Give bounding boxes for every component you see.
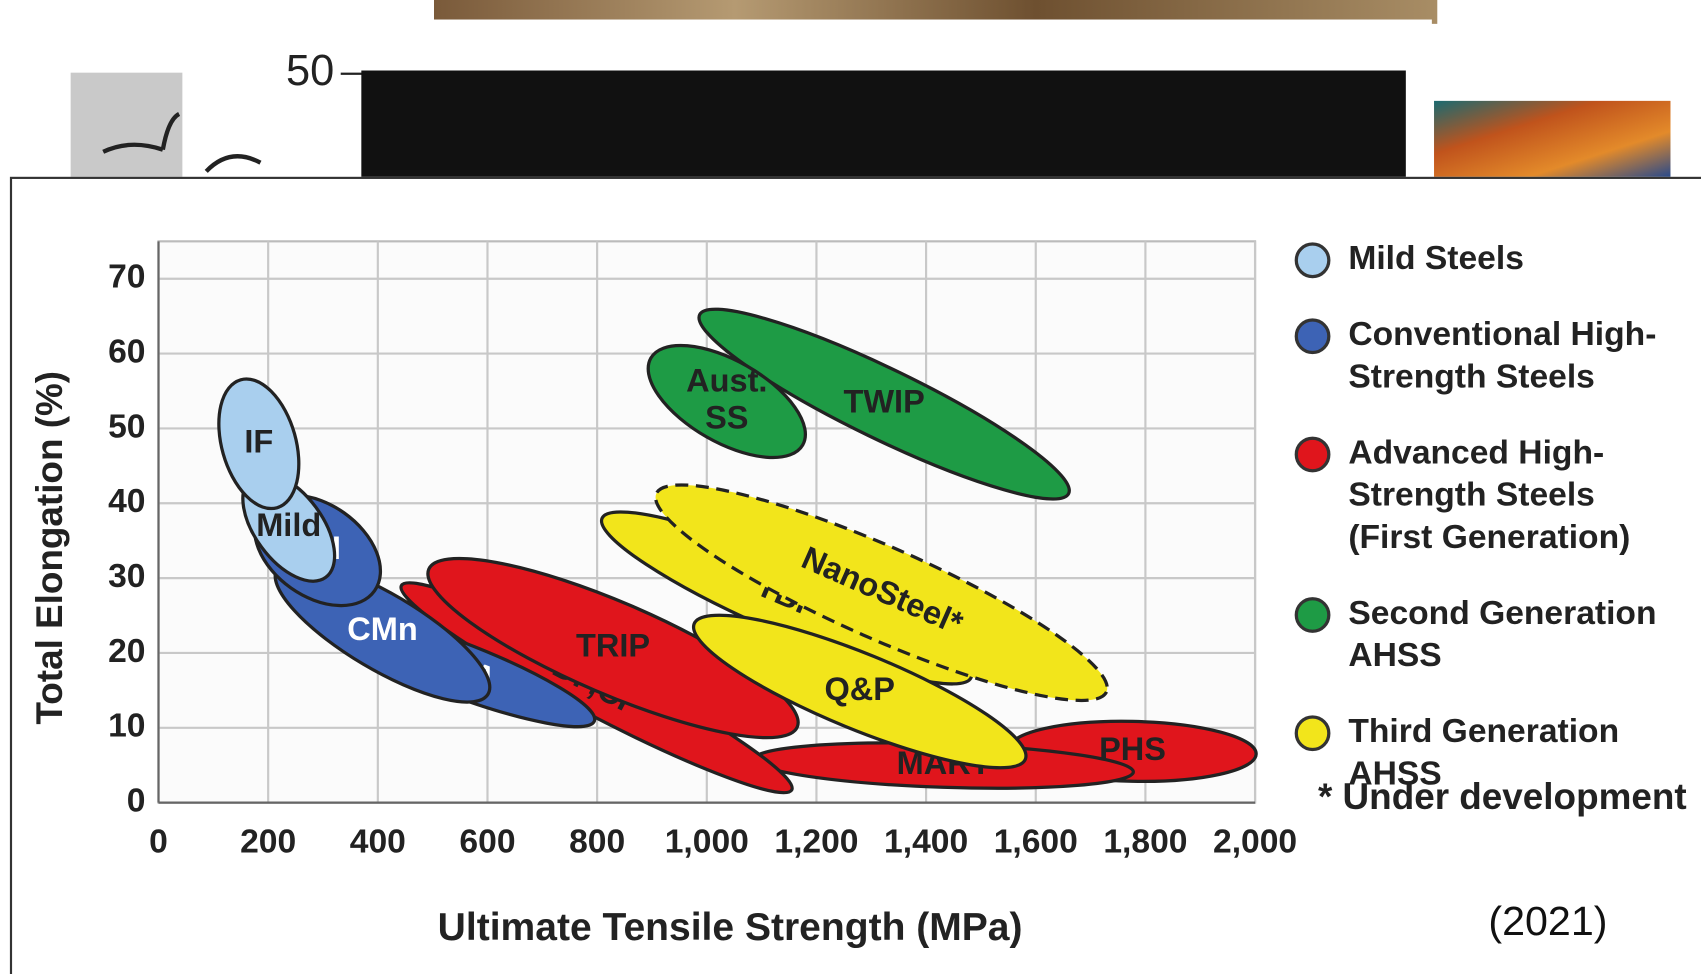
region-label: Mild: [256, 507, 321, 543]
x-tick-label: 600: [459, 824, 515, 861]
y-tick-label: 30: [108, 558, 145, 595]
gray-image: [71, 73, 183, 177]
region-label: SS: [705, 400, 748, 436]
fragment-plot: [361, 71, 1406, 177]
legend-marker: [1296, 438, 1329, 471]
y-tick-label: 10: [108, 708, 145, 745]
y-tick-label: 0: [127, 783, 146, 820]
region-label: IF: [244, 423, 273, 459]
page: {"background": {"tick_label": 50}, "char…: [0, 0, 1701, 974]
legend-label: Strength Steels: [1348, 477, 1595, 514]
fragment-tick-label: 50: [286, 47, 334, 95]
region-label: CMn: [347, 611, 417, 647]
color-image: [1434, 101, 1670, 177]
legend-label: AHSS: [1348, 755, 1441, 792]
x-tick-label: 200: [240, 824, 296, 861]
x-tick-label: 1,800: [1103, 824, 1187, 861]
region-label: Aust.: [686, 363, 767, 399]
y-tick-label: 50: [108, 408, 145, 445]
legend-label: AHSS: [1348, 637, 1441, 674]
x-tick-label: 1,000: [665, 824, 749, 861]
legend-label: Strength Steels: [1348, 358, 1595, 395]
year-note: (2021): [1488, 898, 1607, 944]
region-label: Q&P: [825, 671, 895, 707]
legend-marker: [1296, 717, 1329, 750]
y-axis-label: Total Elongation (%): [29, 371, 70, 725]
legend-label: (First Generation): [1348, 519, 1630, 556]
arc-fragment: [206, 156, 260, 171]
legend-label: Third Generation: [1348, 713, 1619, 750]
legend-marker: [1296, 320, 1329, 353]
legend-marker: [1296, 599, 1329, 632]
x-tick-label: 1,400: [884, 824, 968, 861]
legend-label: Mild Steels: [1348, 240, 1524, 277]
plot-area: 0 10 20 30 40 50 60 70 0 200 400 600 800 1,000 1,200 1,…: [108, 241, 1297, 860]
y-tick-label: 70: [108, 259, 145, 296]
legend-marker: [1296, 244, 1329, 277]
x-tick-label: 800: [569, 824, 625, 861]
x-axis-label: Ultimate Tensile Strength (MPa): [438, 906, 1023, 949]
x-tick-label: 1,600: [994, 824, 1078, 861]
legend-label: Advanced High-: [1348, 434, 1604, 471]
x-tick-label: 1,200: [774, 824, 858, 861]
region-label: TWIP: [844, 384, 925, 420]
x-tick-label: 0: [149, 824, 168, 861]
x-tick-label: 2,000: [1213, 824, 1297, 861]
y-tick-label: 40: [108, 483, 145, 520]
x-tick-label: 400: [350, 824, 406, 861]
region-label: TRIP: [576, 628, 650, 664]
chart: 50 0 10 20 30 40 50 60 70 0 200 400 600 800 1,000 1,20…: [0, 0, 1701, 974]
y-tick-label: 60: [108, 333, 145, 370]
legend-label: Second Generation: [1348, 595, 1656, 632]
y-tick-label: 20: [108, 633, 145, 670]
legend-label: Conventional High-: [1348, 316, 1656, 353]
